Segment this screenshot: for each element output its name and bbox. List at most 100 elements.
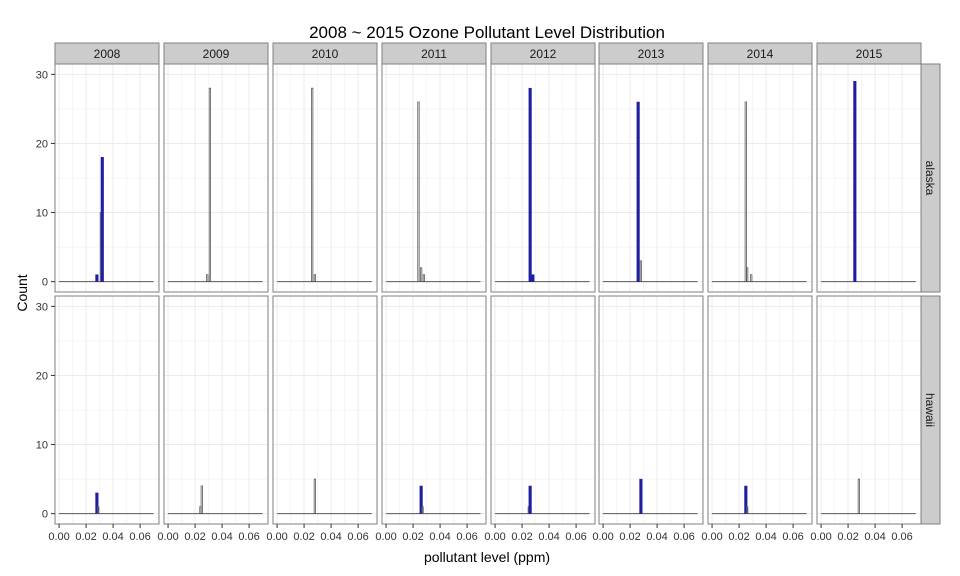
histogram-bar bbox=[417, 101, 420, 283]
histogram-bar bbox=[857, 478, 860, 515]
x-tick-label: 0.06 bbox=[565, 531, 586, 543]
x-tick-label: 0.02 bbox=[75, 531, 96, 543]
panel-hawaii-2014 bbox=[707, 295, 813, 525]
column-strip-label-2011: 2011 bbox=[421, 47, 447, 61]
histogram-bar bbox=[97, 506, 100, 515]
x-tick-label: 0.02 bbox=[837, 531, 858, 543]
histogram-bar bbox=[100, 157, 104, 282]
panel-border bbox=[272, 63, 378, 293]
x-tick-label: 0.00 bbox=[157, 531, 178, 543]
x-tick-label: 0.00 bbox=[810, 531, 831, 543]
x-tick-label: 0.06 bbox=[673, 531, 694, 543]
x-tick-label: 0.04 bbox=[864, 531, 885, 543]
histogram-bar bbox=[639, 260, 642, 283]
histogram-bar bbox=[422, 274, 425, 283]
panel-alaska-2008 bbox=[54, 63, 160, 293]
x-tick-label: 0.02 bbox=[511, 531, 532, 543]
panel-border bbox=[816, 295, 922, 525]
facet-grid: 2008 2009 2010 2011 2012 2013 2014 2015 alaska ha… bbox=[54, 42, 941, 525]
histogram-bar bbox=[639, 478, 643, 514]
y-axis-title: Count bbox=[14, 274, 30, 311]
x-tick-label: 0.06 bbox=[238, 531, 259, 543]
row-strip-label-hawaii: hawaii bbox=[923, 393, 937, 427]
x-tick-label: 0.04 bbox=[538, 531, 559, 543]
histogram-bar bbox=[528, 87, 532, 282]
column-strip-label-2014: 2014 bbox=[747, 47, 774, 61]
y-tick-label: 30 bbox=[36, 301, 48, 313]
column-strip-label-2008: 2008 bbox=[94, 47, 121, 61]
histogram-bar bbox=[419, 485, 423, 514]
x-tick-label: 0.06 bbox=[456, 531, 477, 543]
panel-alaska-2010 bbox=[272, 63, 378, 293]
y-tick-label: 10 bbox=[36, 440, 48, 452]
panel-hawaii-2008 bbox=[54, 295, 160, 525]
x-tick-label: 0.06 bbox=[782, 531, 803, 543]
y-tick-label: 10 bbox=[36, 208, 48, 220]
column-strip-label-2010: 2010 bbox=[312, 47, 339, 61]
panel-border bbox=[381, 63, 487, 293]
panel-border bbox=[598, 295, 704, 525]
column-strip-label-2009: 2009 bbox=[203, 47, 230, 61]
panel-alaska-2012 bbox=[490, 63, 596, 293]
x-tick-label: 0.02 bbox=[619, 531, 640, 543]
histogram-bar bbox=[750, 274, 753, 283]
histogram-bar bbox=[528, 485, 532, 514]
panel-alaska-2013 bbox=[598, 63, 704, 293]
panel-border bbox=[54, 63, 160, 293]
panel-border bbox=[816, 63, 922, 293]
histogram-bar bbox=[420, 267, 423, 283]
column-strip-label-2015: 2015 bbox=[856, 47, 883, 61]
histogram-bar bbox=[421, 506, 424, 515]
y-axis: 0 10 20 30 0 10 20 30 0.00 0.02 0.04 0.06 0.00 0.02 0.… bbox=[36, 69, 913, 543]
panel-border bbox=[490, 295, 596, 525]
histogram-bar bbox=[636, 101, 640, 282]
x-tick-label: 0.06 bbox=[891, 531, 912, 543]
histogram-bar bbox=[744, 101, 747, 283]
histogram-bar bbox=[531, 274, 535, 282]
histogram-bar bbox=[313, 478, 316, 515]
x-tick-label: 0.02 bbox=[402, 531, 423, 543]
x-tick-label: 0.00 bbox=[592, 531, 613, 543]
y-tick-label: 20 bbox=[36, 138, 48, 150]
x-tick-label: 0.00 bbox=[701, 531, 722, 543]
panel-alaska-2015 bbox=[816, 63, 922, 293]
panel-hawaii-2009 bbox=[163, 295, 269, 525]
x-tick-label: 0.00 bbox=[48, 531, 69, 543]
y-tick-label: 30 bbox=[36, 69, 48, 81]
histogram-bar bbox=[746, 267, 749, 283]
x-tick-label: 0.04 bbox=[429, 531, 450, 543]
histogram-bar bbox=[95, 274, 99, 282]
x-tick-label: 0.04 bbox=[320, 531, 341, 543]
x-tick-label: 0.00 bbox=[266, 531, 287, 543]
panel-border bbox=[163, 295, 269, 525]
x-tick-label: 0.02 bbox=[293, 531, 314, 543]
x-axis-title: pollutant level (ppm) bbox=[424, 549, 550, 565]
x-tick-label: 0.02 bbox=[184, 531, 205, 543]
histogram-bar bbox=[200, 485, 203, 515]
histogram-bar bbox=[95, 492, 99, 514]
panel-alaska-2014 bbox=[707, 63, 813, 293]
x-tick-label: 0.06 bbox=[129, 531, 150, 543]
panel-hawaii-2013 bbox=[598, 295, 704, 525]
panel-hawaii-2011 bbox=[381, 295, 487, 525]
x-tick-label: 0.06 bbox=[347, 531, 368, 543]
x-tick-label: 0.04 bbox=[102, 531, 123, 543]
x-tick-label: 0.04 bbox=[211, 531, 232, 543]
x-tick-label: 0.00 bbox=[484, 531, 505, 543]
chart-title: 2008 ~ 2015 Ozone Pollutant Level Distri… bbox=[309, 23, 665, 42]
x-tick-label: 0.00 bbox=[375, 531, 396, 543]
panel-border bbox=[598, 63, 704, 293]
column-strip-label-2013: 2013 bbox=[638, 47, 665, 61]
histogram-bar bbox=[744, 485, 748, 514]
panel-border bbox=[490, 63, 596, 293]
panel-alaska-2011 bbox=[381, 63, 487, 293]
y-tick-label: 20 bbox=[36, 370, 48, 382]
panel-border bbox=[707, 63, 813, 293]
panel-border bbox=[272, 295, 378, 525]
panel-border bbox=[707, 295, 813, 525]
x-tick-label: 0.04 bbox=[755, 531, 776, 543]
y-tick-label: 0 bbox=[42, 277, 48, 289]
histogram-bar bbox=[746, 506, 749, 515]
panel-border bbox=[54, 295, 160, 525]
panel-hawaii-2012 bbox=[490, 295, 596, 525]
